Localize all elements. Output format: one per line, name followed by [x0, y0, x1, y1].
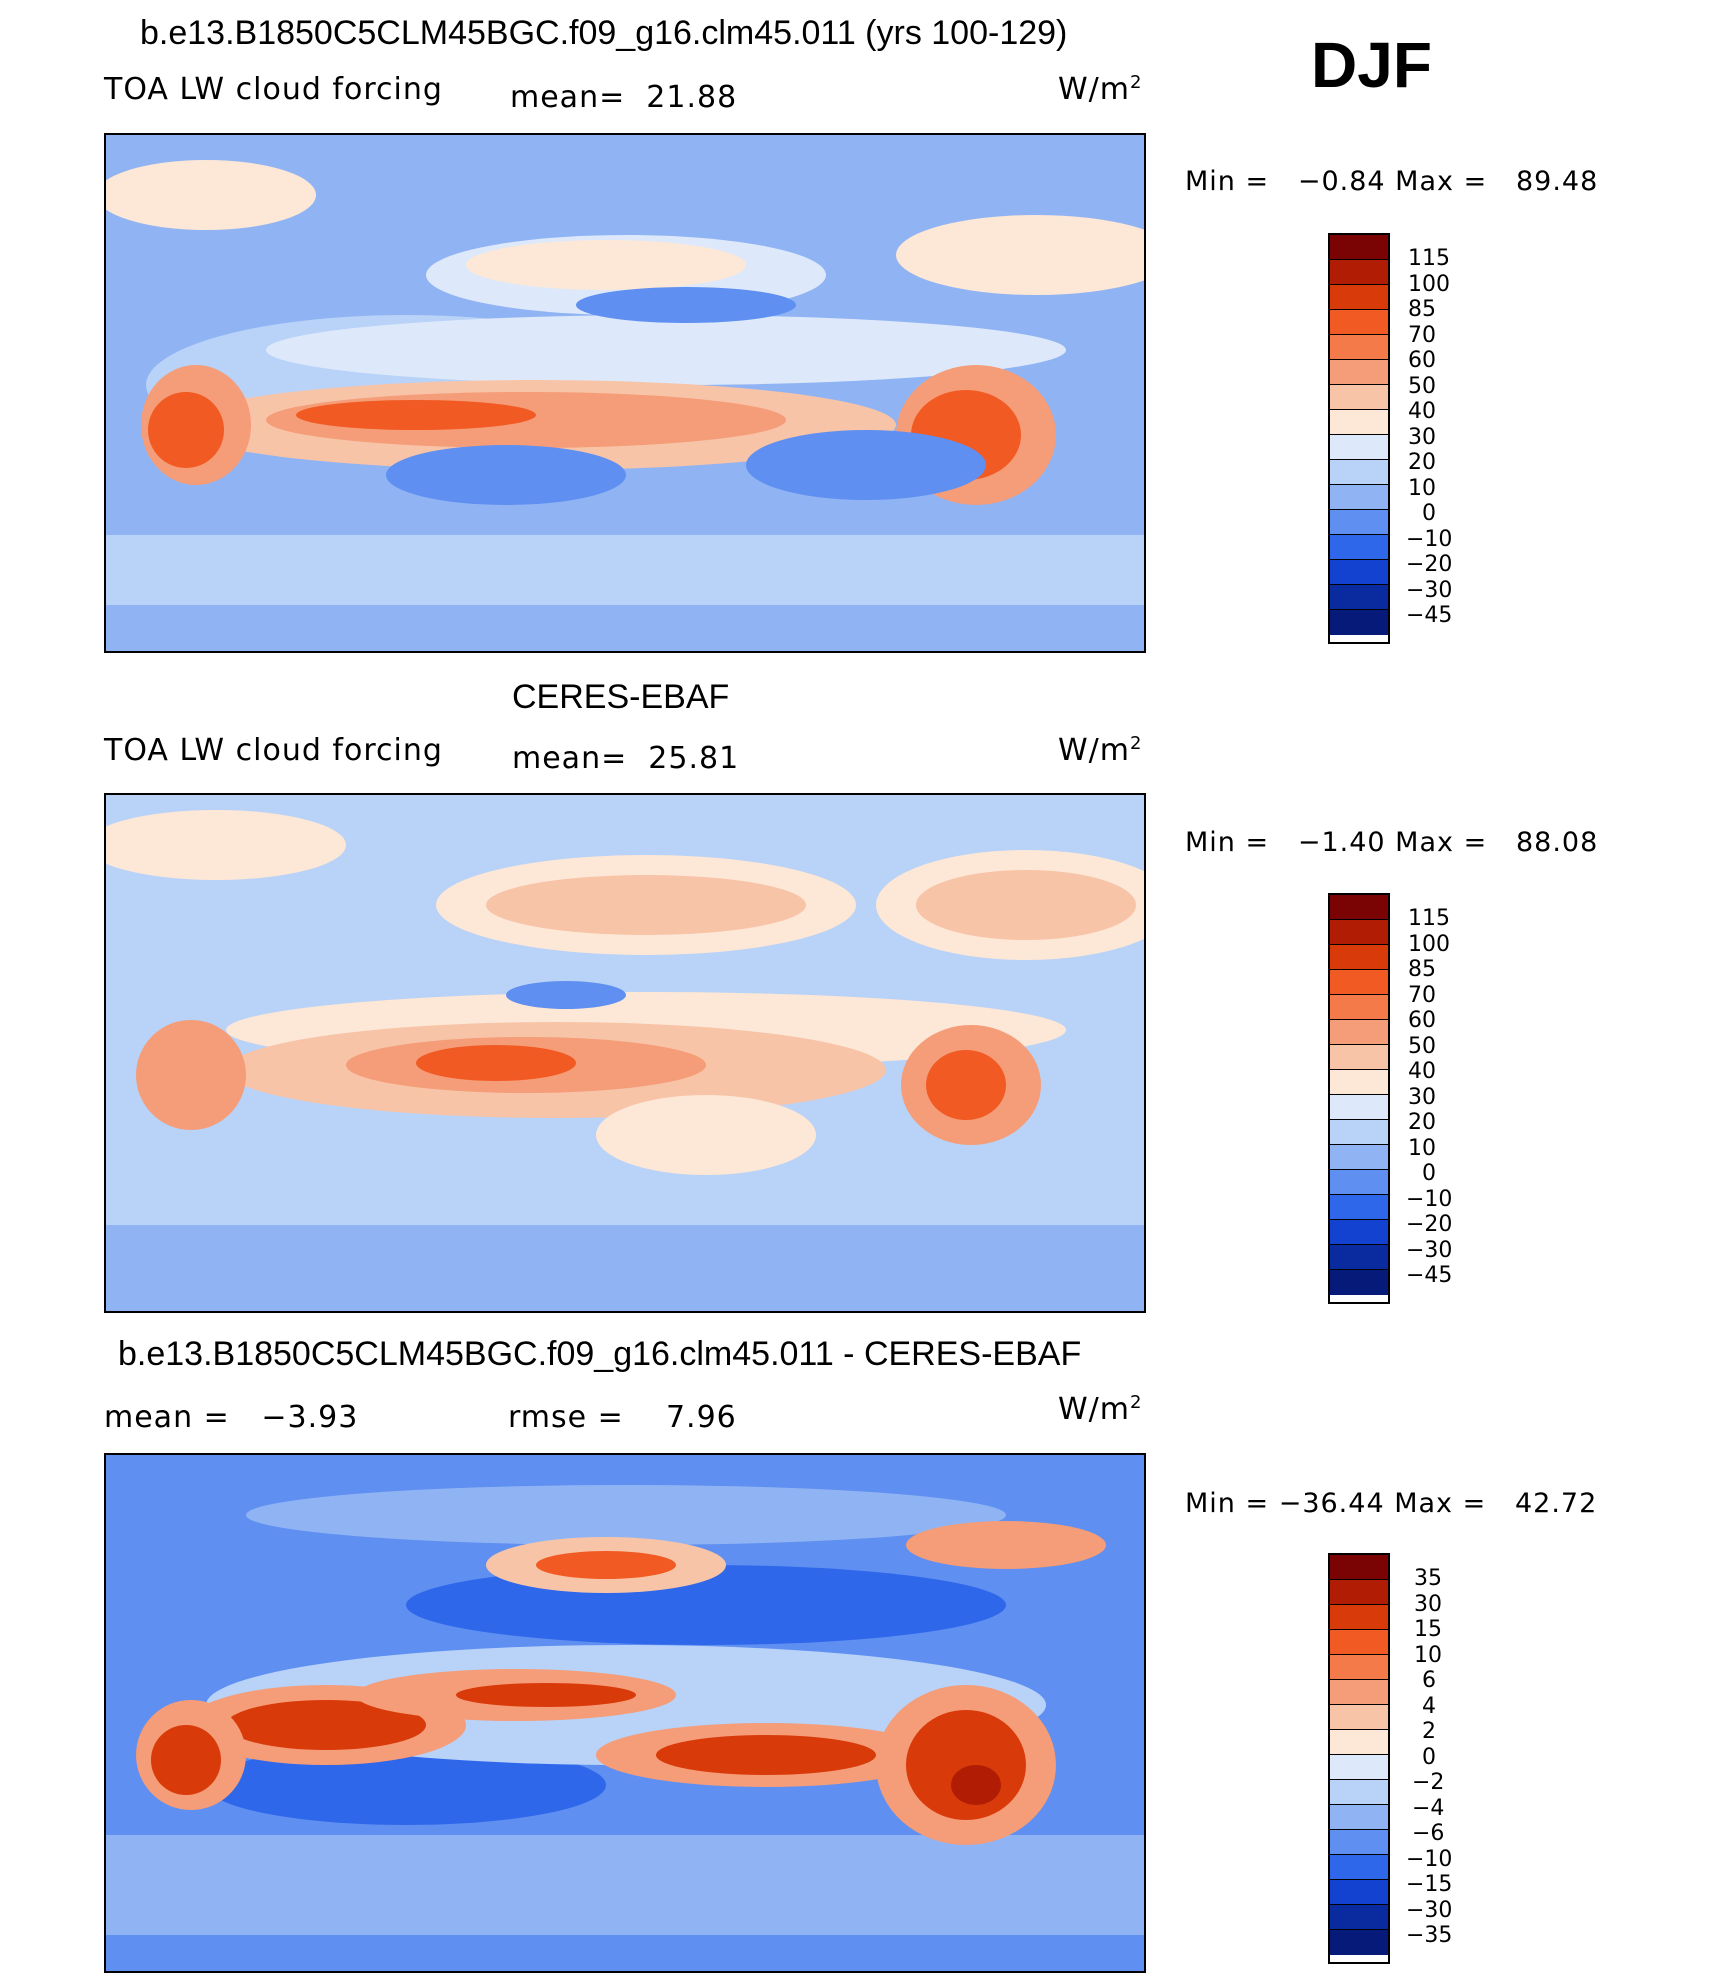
- panel2-mean: mean= 25.81: [512, 741, 739, 776]
- panel1-map: [104, 133, 1146, 653]
- colorbar-tick-label: 85: [1408, 957, 1436, 982]
- panel2-map-field: [106, 795, 1144, 1311]
- colorbar-tick-label: −4: [1412, 1796, 1445, 1821]
- panel2-mean-value: 25.81: [648, 741, 740, 776]
- panel2-unit: W/m2: [1058, 733, 1143, 768]
- colorbar-tick-label: 10: [1408, 476, 1436, 501]
- colorbar-tick-label: 30: [1408, 425, 1436, 450]
- panel3-map: [104, 1453, 1146, 1973]
- colorbar-tick-label: 6: [1422, 1668, 1436, 1693]
- colorbar-tick-label: 0: [1422, 1161, 1436, 1186]
- colorbar-tick-label: −35: [1406, 1923, 1453, 1948]
- colorbar-tick-label: 100: [1408, 932, 1450, 957]
- colorbar-tick-label: 115: [1408, 906, 1450, 931]
- panel3-mean-label: mean =: [104, 1400, 230, 1435]
- season-label: DJF: [1311, 29, 1432, 101]
- colorbar-tick-label: −10: [1406, 1187, 1453, 1212]
- colorbar-tick-label: −20: [1406, 552, 1453, 577]
- colorbar-tick-label: −30: [1406, 1898, 1453, 1923]
- colorbar-tick-label: 2: [1422, 1719, 1436, 1744]
- colorbar-tick-label: −6: [1412, 1821, 1445, 1846]
- panel3-min-max: Min = −36.44 Max = 42.72: [1185, 1488, 1598, 1519]
- colorbar-tick-label: 15: [1414, 1617, 1442, 1642]
- colorbar-tick-label: 50: [1408, 1034, 1436, 1059]
- panel3-mean: mean = −3.93: [104, 1400, 358, 1435]
- colorbar-tick-label: 40: [1408, 399, 1436, 424]
- colorbar-tick-label: 35: [1414, 1566, 1442, 1591]
- panel2-title: CERES-EBAF: [512, 678, 730, 716]
- panel3-rmse-label: rmse =: [508, 1400, 624, 1435]
- colorbar-tick-label: −15: [1406, 1872, 1453, 1897]
- colorbar-tick-label: 40: [1408, 1059, 1436, 1084]
- panel3-mean-value: −3.93: [261, 1400, 359, 1435]
- panel1-map-field: [106, 135, 1144, 651]
- panel1-variable-label: TOA LW cloud forcing: [104, 72, 443, 107]
- panel2-mean-label: mean=: [512, 741, 628, 776]
- panel1-unit: W/m2: [1058, 72, 1143, 107]
- panel3-title: b.e13.B1850C5CLM45BGC.f09_g16.clm45.011 …: [118, 1335, 1082, 1373]
- colorbar-tick-label: −2: [1412, 1770, 1445, 1795]
- colorbar-tick-label: 0: [1422, 501, 1436, 526]
- colorbar-tick-label: 10: [1414, 1643, 1442, 1668]
- panel1-min-max: Min = −0.84 Max = 89.48: [1185, 166, 1599, 197]
- colorbar-tick-label: 20: [1408, 1110, 1436, 1135]
- colorbar-tick-label: −20: [1406, 1212, 1453, 1237]
- panel1-mean: mean= 21.88: [510, 80, 737, 115]
- panel1-colorbar: [1328, 233, 1390, 644]
- panel2-colorbar: [1328, 893, 1390, 1304]
- colorbar-tick-label: 100: [1408, 272, 1450, 297]
- colorbar-tick-label: 30: [1414, 1592, 1442, 1617]
- colorbar-tick-label: 10: [1408, 1136, 1436, 1161]
- panel2-map: [104, 793, 1146, 1313]
- panel1-title: b.e13.B1850C5CLM45BGC.f09_g16.clm45.011 …: [140, 14, 1068, 52]
- panel2-variable-label: TOA LW cloud forcing: [104, 733, 443, 768]
- colorbar-tick-label: −45: [1406, 1263, 1453, 1288]
- colorbar-tick-label: 4: [1422, 1694, 1436, 1719]
- colorbar-tick-label: −10: [1406, 527, 1453, 552]
- colorbar-tick-label: 115: [1408, 246, 1450, 271]
- panel2-min-max: Min = −1.40 Max = 88.08: [1185, 827, 1599, 858]
- panel1-mean-value: 21.88: [646, 80, 738, 115]
- colorbar-tick-label: −45: [1406, 603, 1453, 628]
- colorbar-tick-label: −30: [1406, 1238, 1453, 1263]
- colorbar-tick-label: 60: [1408, 1008, 1436, 1033]
- panel3-rmse: rmse = 7.96: [508, 1400, 737, 1435]
- panel3-colorbar: [1328, 1553, 1390, 1964]
- panel3-map-field: [106, 1455, 1144, 1971]
- colorbar-tick-label: 30: [1408, 1085, 1436, 1110]
- panel3-rmse-value: 7.96: [665, 1400, 737, 1435]
- panel1-mean-label: mean=: [510, 80, 626, 115]
- colorbar-tick-label: 85: [1408, 297, 1436, 322]
- panel3-unit: W/m2: [1058, 1392, 1143, 1427]
- colorbar-tick-label: 20: [1408, 450, 1436, 475]
- colorbar-tick-label: −30: [1406, 578, 1453, 603]
- colorbar-tick-label: 70: [1408, 983, 1436, 1008]
- colorbar-tick-label: −10: [1406, 1847, 1453, 1872]
- colorbar-tick-label: 70: [1408, 323, 1436, 348]
- colorbar-tick-label: 50: [1408, 374, 1436, 399]
- colorbar-tick-label: 0: [1422, 1745, 1436, 1770]
- colorbar-tick-label: 60: [1408, 348, 1436, 373]
